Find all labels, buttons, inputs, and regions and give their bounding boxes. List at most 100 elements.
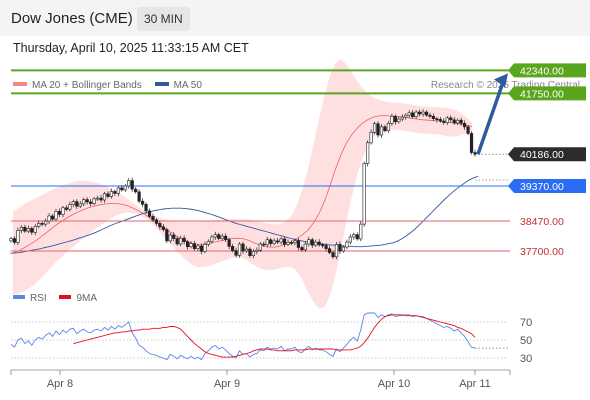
candle-body [85,199,89,203]
candle-body [352,234,356,238]
candle-body [206,240,210,245]
candle-body [19,226,23,231]
candle [106,191,110,199]
candle [147,208,152,219]
timeframe-badge[interactable]: 30 MIN [137,7,190,31]
candle [241,241,245,254]
candle [251,248,255,259]
rsi-ma-line [73,314,476,358]
candle-body [307,239,311,245]
candle [431,113,436,122]
candle-body [37,223,41,227]
candle [383,124,387,133]
candle-body [348,236,352,243]
candle [213,231,217,240]
candle-body [379,126,384,136]
candle-body [168,234,172,242]
candle-body [262,243,266,246]
candle [109,188,114,199]
candle [258,242,262,252]
candle-body [286,242,290,245]
candle [321,242,325,249]
candle-body [102,193,107,201]
candle-body [248,248,252,256]
candle-body [179,237,183,245]
rsi-legend: RSI 9MA [13,293,107,304]
candle-body [452,119,456,124]
candle-body [123,185,127,191]
candle [179,235,183,247]
candle [82,197,86,207]
candle-body [445,117,449,123]
candle [57,208,62,217]
candle-body [369,131,373,144]
candle-body [227,239,231,247]
candle [217,232,221,241]
candle-body [272,240,276,244]
ma50-swatch [154,82,169,87]
candle-body [338,244,342,252]
candle-body [140,200,145,205]
candle-body [265,239,269,246]
candle-body [459,119,463,124]
candle-body [144,203,148,212]
candle-body [9,238,13,242]
candle-body [411,112,415,118]
candle-body [68,204,72,210]
candle-body [310,239,314,246]
candle [300,245,304,252]
candle [310,237,314,249]
candle [95,195,100,201]
candle-body [185,241,190,248]
candle [237,242,242,258]
candle [185,239,190,250]
bollinger-band [13,59,472,309]
candle-body [161,226,165,230]
candle-body [404,114,408,118]
candle-body [47,215,51,222]
support-2-label: 37700.00 [520,246,564,258]
candle [140,198,145,207]
candle-body [359,223,363,240]
candle [231,243,235,253]
last-price-label: 40186.00 [520,149,564,161]
candle-body [189,243,193,248]
candle [466,124,470,136]
candle-body [26,228,30,232]
candle [282,236,287,248]
candle [47,213,51,224]
candle-body [224,235,228,241]
candle-body [172,234,176,239]
resistance-2-tag-bg [508,63,586,78]
candle [262,241,266,247]
candle [182,235,186,245]
candle [151,213,155,223]
candle-body [255,249,259,252]
candle-body [327,248,332,253]
candle-body [438,119,442,122]
candle [456,118,460,126]
candle [265,236,269,248]
candle-body [383,126,387,132]
candle-body [331,252,335,258]
candle-body [345,241,349,248]
candle-body [196,245,200,249]
legend-ma50: MA 50 [154,80,202,91]
candle-body [234,250,238,256]
support-1-tag: 38470.00 [520,216,564,228]
candle [449,115,453,123]
credit-text: Research © 2025 Trading Central [430,80,580,91]
candle [137,189,141,204]
timestamp: Thursday, April 10, 2025 11:33:15 AM CET [13,41,249,55]
candle [199,243,204,255]
candle-body [213,234,217,238]
candle [158,220,162,230]
candle-body [317,241,321,246]
candle [102,191,107,203]
candle [134,187,138,194]
candle [244,246,249,253]
candle [352,232,356,240]
candle [130,177,134,193]
candle [435,116,439,123]
